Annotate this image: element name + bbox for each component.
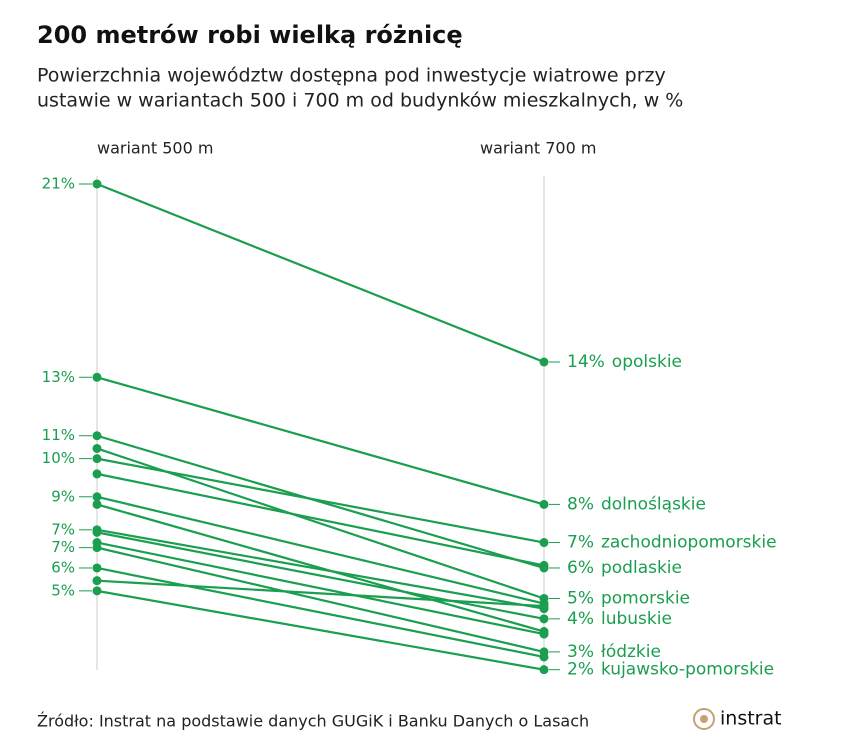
slope-line: [96, 528, 545, 610]
value-label: 7%: [51, 520, 75, 538]
series-name: pomorskie: [601, 588, 690, 608]
value-label: 8% dolnośląskie: [567, 494, 706, 514]
value-label: 10%: [42, 449, 75, 467]
slope-line: [96, 434, 545, 570]
value-label: 3%: [567, 642, 594, 662]
series-name: lubuskie: [601, 609, 672, 629]
slope-line: [96, 457, 545, 544]
point: [539, 357, 549, 367]
slope-line: [96, 579, 545, 608]
value-label: 5% pomorskie: [567, 588, 690, 608]
series-name: zachodniopomorskie: [601, 533, 777, 553]
series-name: podlaskie: [601, 558, 682, 578]
point: [539, 601, 549, 611]
slope-line: [96, 495, 545, 605]
point: [92, 586, 102, 596]
point: [539, 614, 549, 624]
point: [92, 527, 102, 537]
value-label: 8%: [567, 494, 594, 514]
slope-line: [96, 531, 545, 620]
value-label: 3% łódzkie: [567, 642, 661, 662]
value-label: 6% podlaskie: [567, 558, 682, 578]
point: [92, 543, 102, 553]
value-label: 5%: [51, 581, 75, 599]
value-label: 7% zachodniopomorskie: [567, 533, 777, 553]
slope-line: [96, 182, 545, 364]
point: [92, 576, 102, 586]
subtitle: ustawie w wariantach 500 i 700 m od budy…: [37, 90, 683, 112]
column-header: wariant 500 m: [97, 139, 213, 158]
point: [539, 560, 549, 570]
value-label: 11%: [42, 426, 75, 444]
value-label: 6%: [51, 558, 75, 576]
value-label: 2%: [567, 660, 594, 680]
slope-line: [96, 589, 545, 671]
logo: instrat: [720, 708, 782, 730]
point: [539, 652, 549, 662]
point: [539, 499, 549, 509]
point: [92, 443, 102, 453]
point: [539, 665, 549, 675]
value-label: 9%: [51, 487, 75, 505]
point: [539, 629, 549, 639]
slope-line: [96, 503, 545, 633]
source: Źródło: Instrat na podstawie danych GUGi…: [37, 712, 589, 731]
slope-line: [96, 541, 545, 636]
point: [92, 469, 102, 479]
value-label: 4%: [567, 609, 594, 629]
slope-line: [96, 376, 545, 506]
point: [92, 499, 102, 509]
value-label: 7%: [51, 538, 75, 556]
series-name: dolnośląskie: [601, 494, 706, 514]
value-label: 13%: [42, 368, 75, 386]
point: [92, 492, 102, 502]
value-label: 14%: [567, 352, 605, 372]
subtitle: Powierzchnia województw dostępna pod inw…: [37, 65, 666, 87]
point: [92, 563, 102, 573]
series-name: opolskie: [612, 352, 682, 372]
value-label: 21%: [42, 175, 75, 193]
slope-line: [96, 472, 545, 567]
slope-line: [96, 546, 545, 653]
point: [539, 538, 549, 548]
point: [92, 431, 102, 441]
column-header: wariant 700 m: [480, 139, 596, 158]
value-label: 5%: [567, 588, 594, 608]
point: [92, 179, 102, 189]
value-label: 2% kujawsko-pomorskie: [567, 660, 774, 680]
point: [92, 454, 102, 464]
value-label: 14% opolskie: [567, 352, 682, 372]
logo-icon: [693, 708, 715, 730]
series-name: łódzkie: [601, 642, 661, 662]
value-label: 4% lubuskie: [567, 609, 672, 629]
series-name: kujawsko-pomorskie: [601, 660, 774, 680]
value-label: 7%: [567, 533, 594, 553]
value-label: 6%: [567, 558, 594, 578]
slope-line: [96, 566, 545, 659]
chart-title: 200 metrów robi wielką różnicę: [37, 21, 463, 49]
point: [92, 372, 102, 382]
